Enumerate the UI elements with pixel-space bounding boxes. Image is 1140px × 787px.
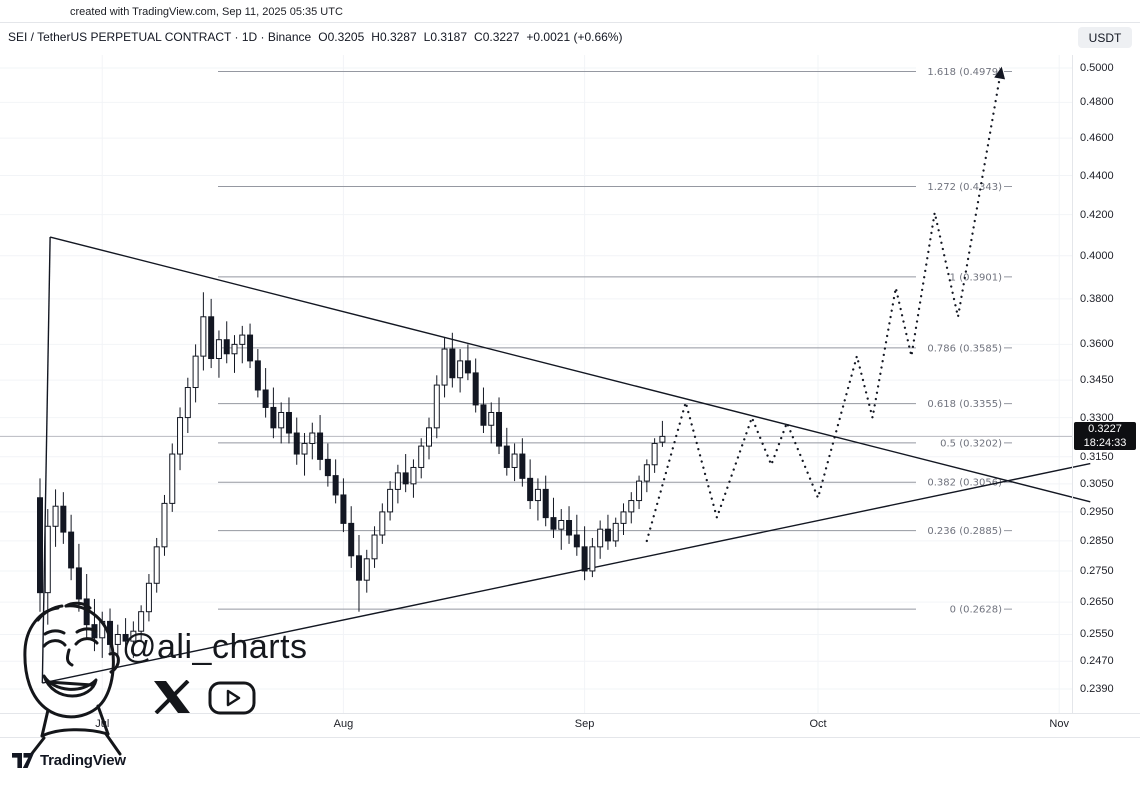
bottom-divider	[0, 737, 1140, 738]
tradingview-wordmark: TradingView	[40, 752, 126, 769]
time-tick-label: Aug	[333, 718, 354, 730]
youtube-play-icon	[208, 681, 256, 715]
price-tick-label: 0.4600	[1080, 132, 1114, 145]
price-tick-label: 0.5000	[1080, 62, 1114, 74]
ohlc-close: C 0.3227	[474, 30, 519, 44]
ali-charts-face-watermark	[23, 601, 122, 758]
triangle-pattern-layer	[41, 236, 1091, 684]
time-tick-label: Nov	[1049, 718, 1069, 730]
price-tick-label: 0.2750	[1080, 564, 1114, 577]
price-tick-label: 0.4800	[1080, 96, 1114, 109]
price-tick-label: 0.3300	[1080, 411, 1114, 424]
close-value: 0.3227	[482, 30, 520, 44]
svg-text:1 (0.3901): 1 (0.3901)	[950, 272, 1002, 283]
time-tick-label: Sep	[574, 718, 595, 730]
high-value: 0.3287	[379, 30, 417, 44]
time-tick-label: Oct	[809, 718, 827, 730]
currency-unit-button[interactable]: USDT	[1078, 27, 1132, 48]
price-tick-label: 0.3050	[1080, 477, 1114, 490]
bar-countdown: 18:24:33	[1083, 437, 1127, 450]
svg-text:0.236 (0.2885): 0.236 (0.2885)	[927, 526, 1002, 537]
current-price-badge: 0.3227 18:24:33	[1074, 422, 1136, 451]
ohlc-open: O 0.3205	[318, 30, 364, 44]
tradingview-logo-icon	[12, 753, 34, 768]
svg-text:0.786 (0.3585): 0.786 (0.3585)	[927, 343, 1002, 354]
projection-path-layer	[645, 66, 1006, 543]
open-value: 0.3205	[327, 30, 365, 44]
price-tick-label: 0.2950	[1080, 505, 1114, 518]
svg-text:0.618 (0.3355): 0.618 (0.3355)	[927, 399, 1002, 410]
price-tick-label: 0.2550	[1080, 628, 1114, 641]
low-value: 0.3187	[430, 30, 468, 44]
x-twitter-icon	[154, 680, 190, 714]
chart-legend: SEI / TetherUS PERPETUAL CONTRACT · 1D ·…	[8, 30, 622, 44]
ohlc-high: H 0.3287	[371, 30, 416, 44]
price-tick-label: 0.2650	[1080, 596, 1114, 609]
tradingview-branding[interactable]: TradingView	[12, 752, 126, 769]
svg-text:1.272 (0.4343): 1.272 (0.4343)	[927, 182, 1002, 193]
price-tick-label: 0.4400	[1080, 169, 1114, 182]
svg-text:0.5 (0.3202): 0.5 (0.3202)	[940, 438, 1002, 449]
high-label: H	[371, 30, 380, 44]
ohlc-low: L 0.3187	[424, 30, 467, 44]
candles-layer	[37, 292, 666, 662]
close-label: C	[474, 30, 483, 44]
low-label: L	[423, 30, 431, 44]
price-tick-label: 0.3150	[1080, 450, 1114, 463]
price-tick-label: 0.3600	[1080, 338, 1114, 351]
svg-text:1.618 (0.4979): 1.618 (0.4979)	[927, 67, 1002, 78]
author-handle: @ali_charts	[122, 628, 308, 666]
created-with-note: created with TradingView.com, Sep 11, 20…	[70, 6, 343, 18]
symbol-description[interactable]: SEI / TetherUS PERPETUAL CONTRACT · 1D ·…	[8, 30, 312, 44]
grid-layer	[0, 55, 1072, 713]
time-axis-divider	[0, 713, 1140, 714]
price-tick-label: 0.2850	[1080, 534, 1114, 547]
change-value: +0.0021 (+0.66%)	[526, 30, 623, 44]
price-tick-label: 0.4000	[1080, 249, 1114, 262]
price-tick-label: 0.3800	[1080, 292, 1114, 305]
fib-retracement-layer: 1.618 (0.4979) 1.272 (0.4343) 1 (0.3901) 0.…	[218, 65, 1012, 616]
price-tick-label: 0.3450	[1080, 374, 1114, 387]
open-label: O	[318, 30, 328, 44]
svg-text:0.382 (0.3056): 0.382 (0.3056)	[927, 478, 1002, 489]
current-price-value: 0.3227	[1088, 423, 1122, 436]
price-tick-label: 0.2390	[1080, 683, 1114, 695]
svg-text:0 (0.2628): 0 (0.2628)	[950, 605, 1002, 616]
price-axis-divider	[1072, 55, 1073, 713]
price-tick-label: 0.4200	[1080, 208, 1114, 221]
top-divider	[0, 22, 1140, 23]
price-tick-label: 0.2470	[1080, 655, 1114, 668]
